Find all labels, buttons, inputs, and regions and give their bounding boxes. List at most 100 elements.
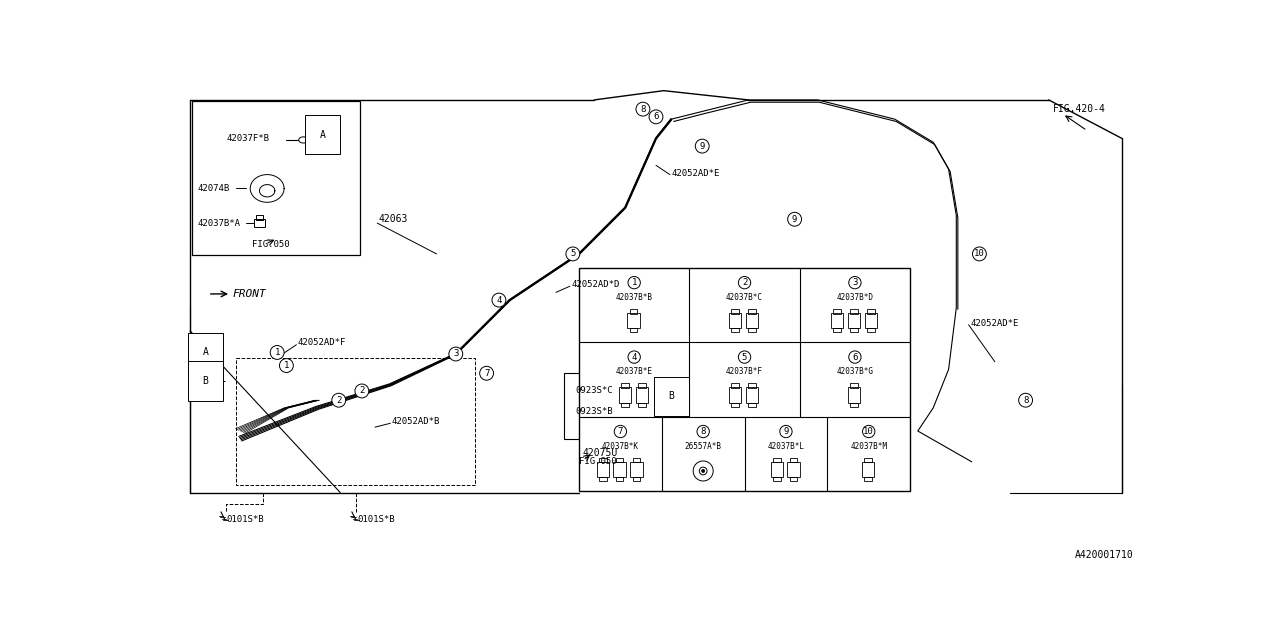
Bar: [253, 220, 265, 227]
Bar: [621, 383, 628, 388]
Bar: [749, 403, 756, 406]
Bar: [868, 328, 876, 332]
Text: 42052AD*E: 42052AD*E: [970, 319, 1019, 328]
Circle shape: [628, 276, 640, 289]
Bar: [850, 309, 858, 314]
Text: 42052AD*F: 42052AD*F: [298, 338, 347, 347]
Bar: [599, 458, 607, 463]
Bar: [746, 313, 759, 328]
Circle shape: [270, 346, 284, 360]
Circle shape: [649, 110, 663, 124]
Circle shape: [973, 247, 987, 261]
Bar: [850, 383, 858, 388]
Text: 1: 1: [631, 278, 637, 287]
Bar: [636, 387, 648, 403]
Text: FIG.050: FIG.050: [579, 458, 617, 467]
Bar: [833, 309, 841, 314]
Text: 2: 2: [360, 387, 365, 396]
Text: 2: 2: [742, 278, 748, 287]
Text: 42037B*A: 42037B*A: [198, 219, 241, 228]
Text: 42037B*C: 42037B*C: [726, 293, 763, 302]
Bar: [731, 403, 739, 406]
Text: 42037B*E: 42037B*E: [616, 367, 653, 376]
Text: FIG.420-4: FIG.420-4: [1052, 104, 1106, 114]
Text: A: A: [202, 348, 209, 358]
Text: 6: 6: [852, 353, 858, 362]
Text: A420001710: A420001710: [1075, 550, 1133, 561]
Bar: [868, 309, 876, 314]
Bar: [790, 458, 797, 463]
Text: 42074B: 42074B: [198, 184, 230, 193]
Text: 42037B*K: 42037B*K: [602, 442, 639, 451]
Bar: [627, 313, 640, 328]
Bar: [630, 309, 637, 314]
Text: 6: 6: [653, 113, 659, 122]
Text: 0101S*B: 0101S*B: [227, 515, 264, 524]
Bar: [833, 328, 841, 332]
Circle shape: [849, 351, 861, 364]
Text: 0923S*C: 0923S*C: [575, 387, 613, 396]
Circle shape: [739, 351, 750, 364]
Text: 10: 10: [974, 250, 984, 259]
Circle shape: [739, 276, 750, 289]
Text: 2: 2: [337, 396, 342, 404]
Bar: [749, 383, 756, 388]
Text: 10: 10: [863, 427, 874, 436]
Bar: [632, 477, 640, 481]
Bar: [618, 387, 631, 403]
Circle shape: [332, 393, 346, 407]
Circle shape: [355, 384, 369, 398]
Bar: [749, 328, 756, 332]
Bar: [563, 373, 680, 438]
Bar: [861, 461, 874, 477]
Text: 42075U: 42075U: [582, 447, 618, 458]
Text: 9: 9: [792, 215, 797, 224]
Circle shape: [636, 102, 650, 116]
Circle shape: [614, 426, 626, 438]
Circle shape: [1019, 393, 1033, 407]
Bar: [746, 387, 759, 403]
Bar: [773, 458, 781, 463]
Text: 42037B*D: 42037B*D: [836, 293, 873, 302]
Text: 1: 1: [284, 361, 289, 370]
Bar: [773, 477, 781, 481]
Text: 8: 8: [700, 427, 705, 436]
Bar: [864, 458, 872, 463]
Bar: [831, 313, 844, 328]
Bar: [731, 309, 739, 314]
Circle shape: [695, 139, 709, 153]
Bar: [731, 383, 739, 388]
Text: 9: 9: [783, 427, 788, 436]
Bar: [616, 477, 623, 481]
Text: 8: 8: [640, 104, 645, 114]
Text: 5: 5: [742, 353, 748, 362]
Text: 42052AD*B: 42052AD*B: [392, 417, 440, 426]
Bar: [192, 101, 361, 255]
Text: B: B: [668, 391, 675, 401]
Bar: [596, 461, 609, 477]
Text: 42063: 42063: [379, 214, 408, 224]
Text: 5: 5: [570, 250, 576, 259]
Text: 7: 7: [618, 427, 623, 436]
Bar: [730, 313, 741, 328]
Circle shape: [480, 366, 494, 380]
Bar: [630, 461, 643, 477]
Bar: [749, 309, 756, 314]
Circle shape: [279, 358, 293, 372]
Circle shape: [698, 426, 709, 438]
Bar: [771, 461, 783, 477]
Bar: [599, 477, 607, 481]
Circle shape: [492, 293, 506, 307]
Text: B: B: [202, 376, 209, 386]
Bar: [850, 328, 858, 332]
Text: 4: 4: [497, 296, 502, 305]
Circle shape: [863, 426, 874, 438]
Circle shape: [780, 426, 792, 438]
Circle shape: [566, 247, 580, 261]
Circle shape: [449, 347, 463, 361]
Text: 3: 3: [852, 278, 858, 287]
Bar: [616, 458, 623, 463]
Bar: [637, 403, 645, 406]
Text: 0923S*B: 0923S*B: [575, 407, 613, 416]
Bar: [731, 328, 739, 332]
